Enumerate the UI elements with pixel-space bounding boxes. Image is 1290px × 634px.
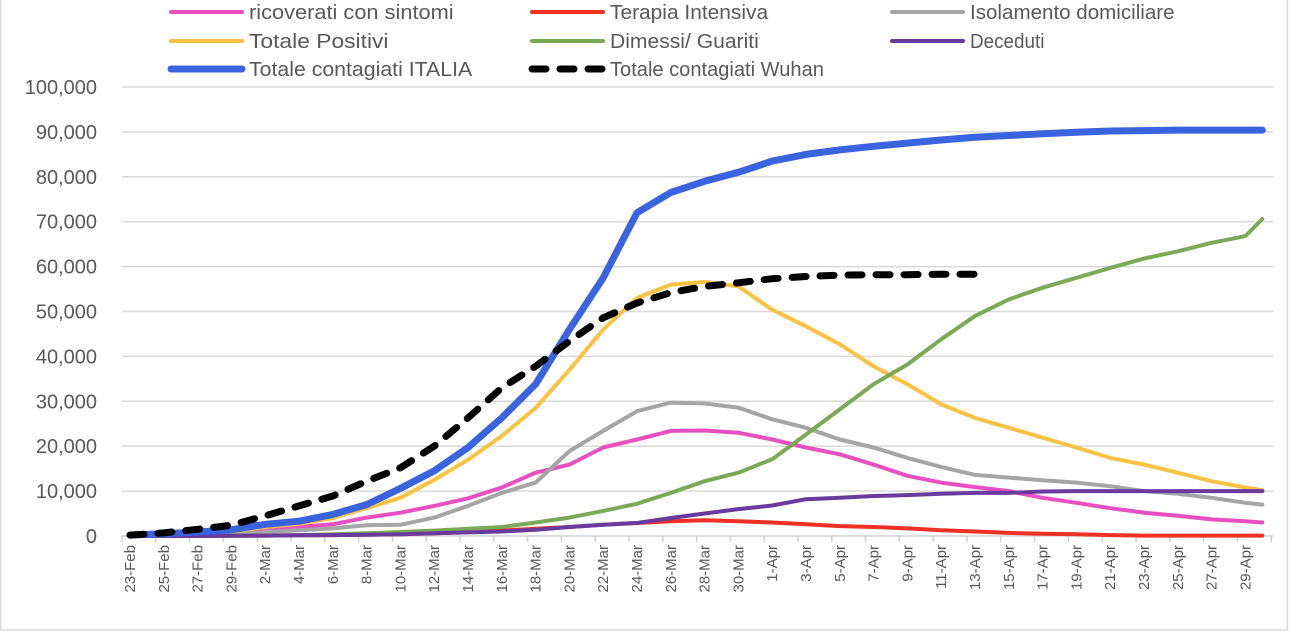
x-tick-label: 22-Mar: [595, 545, 612, 593]
x-tick-label: 29-Apr: [1237, 545, 1254, 590]
x-tick-label: 23-Apr: [1136, 545, 1153, 590]
y-tick-label: 50,000: [36, 302, 97, 324]
x-tick-label: 28-Mar: [697, 545, 714, 593]
x-tick-label: 10-Mar: [392, 545, 409, 593]
legend-label-7: Totale contagiati Wuhan: [610, 59, 824, 81]
legend-label-0: ricoverati con sintomi: [249, 2, 454, 24]
x-tick-label: 16-Mar: [494, 545, 511, 593]
x-tick-label: 14-Mar: [460, 545, 477, 593]
y-axis-tick-labels: 0 10,000 20,000 30,000 40,000 50,000 60,000 70,…: [25, 77, 97, 548]
x-tick-label: 26-Mar: [663, 545, 680, 593]
x-tick-label: 23-Feb: [122, 545, 139, 593]
x-tick-label: 25-Apr: [1170, 545, 1187, 590]
y-tick-label: 70,000: [36, 212, 97, 234]
x-tick-label: 30-Mar: [730, 545, 747, 593]
x-tick-label: 19-Apr: [1068, 545, 1085, 590]
y-tick-label: 30,000: [36, 391, 97, 413]
x-tick-label: 13-Apr: [967, 545, 984, 590]
y-tick-label: 40,000: [36, 346, 97, 368]
y-tick-label: 100,000: [25, 77, 97, 99]
y-tick-label: 0: [86, 526, 97, 548]
x-tick-label: 20-Mar: [561, 545, 578, 593]
x-tick-label: 11-Apr: [933, 545, 950, 589]
x-tick-label: 27-Apr: [1204, 545, 1221, 590]
x-tick-label: 29-Feb: [223, 545, 240, 593]
x-tick-label: 25-Feb: [156, 545, 173, 593]
x-tick-label: 24-Mar: [629, 545, 646, 593]
x-tick-label: 9-Apr: [899, 545, 916, 582]
y-tick-label: 90,000: [36, 122, 97, 144]
x-tick-label: 7-Apr: [866, 545, 883, 582]
x-tick-label: 3-Apr: [798, 545, 815, 582]
x-tick-label: 6-Mar: [325, 545, 342, 584]
y-tick-label: 80,000: [36, 167, 97, 189]
x-tick-label: 2-Mar: [257, 545, 274, 584]
legend-label-6: Totale contagiati ITALIA: [249, 59, 473, 81]
series-lines: [126, 126, 1266, 539]
x-tick-label: 27-Feb: [190, 545, 207, 593]
x-tick-label: 12-Mar: [426, 545, 443, 593]
y-tick-label: 60,000: [36, 257, 97, 279]
legend-label-2: Isolamento domiciliare: [970, 2, 1175, 24]
x-tick-label: 5-Apr: [832, 545, 849, 582]
legend: ricoverati con sintomi Terapia Intensiva I…: [167, 2, 1175, 81]
x-tick-label: 17-Apr: [1035, 545, 1052, 590]
x-tick-label: 8-Mar: [359, 545, 376, 584]
legend-label-3: Totale Positivi: [249, 31, 389, 53]
x-tick-label: 21-Apr: [1102, 545, 1119, 590]
x-tick-label: 1-Apr: [764, 545, 781, 582]
legend-label-4: Dimessi/ Guariti: [610, 31, 759, 53]
legend-label-1: Terapia Intensiva: [610, 2, 769, 24]
x-axis: 23-Feb 25-Feb 27-Feb 29-Feb 2-Mar 4-Mar 6-Mar 8…: [121, 536, 1272, 593]
y-tick-label: 20,000: [36, 436, 97, 458]
y-tick-label: 10,000: [36, 481, 97, 503]
x-tick-label: 15-Apr: [1001, 545, 1018, 590]
series-line-7: [126, 270, 979, 539]
x-tick-label: 4-Mar: [291, 545, 308, 584]
x-tick-label: 18-Mar: [528, 545, 545, 593]
legend-label-5: Deceduti: [970, 31, 1044, 53]
